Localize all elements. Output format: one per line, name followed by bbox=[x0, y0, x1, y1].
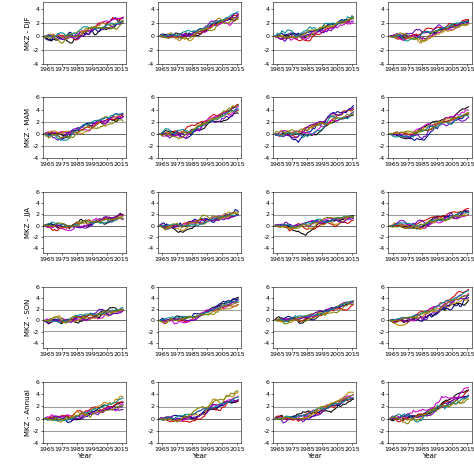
Y-axis label: MKZ - DJF: MKZ - DJF bbox=[25, 16, 31, 50]
Y-axis label: MKZ - SON: MKZ - SON bbox=[25, 299, 31, 337]
Y-axis label: MKZ - JJA: MKZ - JJA bbox=[25, 207, 31, 238]
X-axis label: Year: Year bbox=[77, 453, 92, 459]
X-axis label: Year: Year bbox=[422, 453, 438, 459]
X-axis label: Year: Year bbox=[307, 453, 322, 459]
X-axis label: Year: Year bbox=[192, 453, 207, 459]
Y-axis label: MKZ - Annual: MKZ - Annual bbox=[25, 389, 31, 436]
Y-axis label: MKZ - MAM: MKZ - MAM bbox=[25, 109, 31, 147]
